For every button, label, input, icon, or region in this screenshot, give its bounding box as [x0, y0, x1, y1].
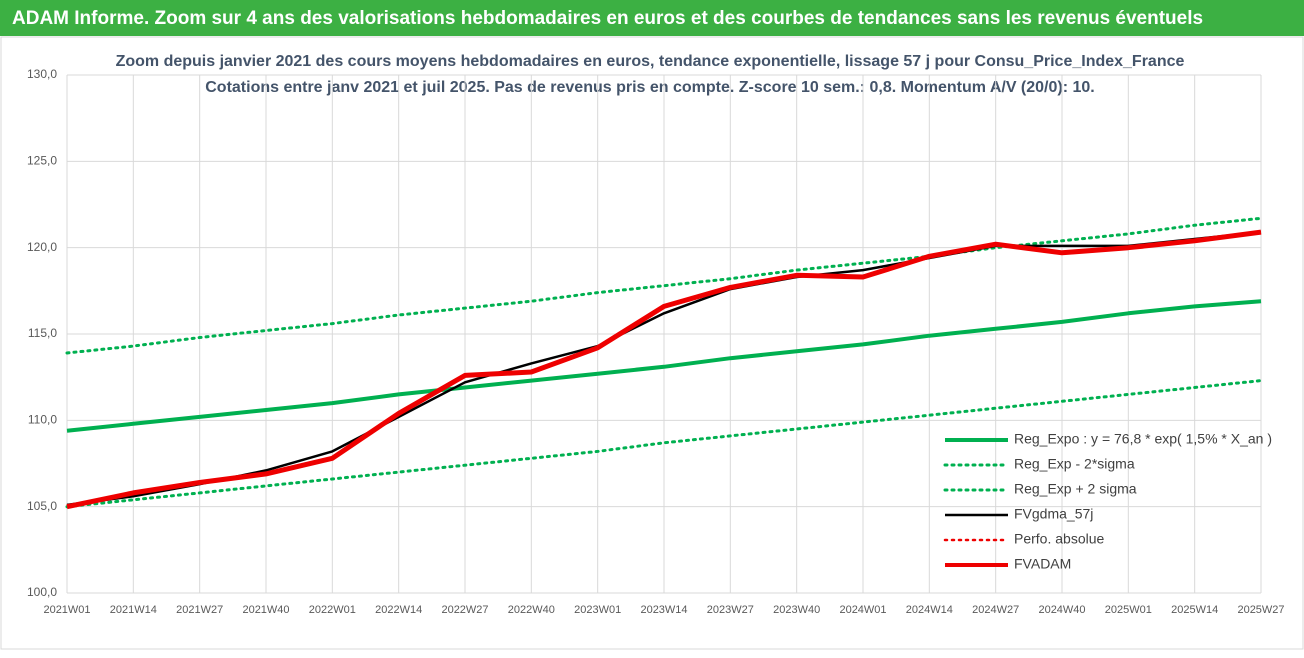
series-line: [66, 229, 1262, 510]
x-tick-label: 2025W01: [1105, 604, 1152, 616]
subtitle: Zoom depuis janvier 2021 des cours moyen…: [116, 53, 1185, 70]
y-tick-label: 105,0: [27, 499, 57, 513]
x-tick-label: 2024W27: [972, 604, 1019, 616]
x-tick-label: 2023W27: [707, 604, 754, 616]
subtitle: Cotations entre janv 2021 et juil 2025. …: [205, 79, 1095, 96]
chart-frame: [0, 36, 1304, 650]
y-tick-label: 130,0: [27, 67, 57, 81]
y-tick-label: 110,0: [28, 413, 57, 427]
x-tick-label: 2021W40: [242, 604, 289, 616]
legend-label: Reg_Expo : y = 76,8 * exp( 1,5% * X_an ): [1014, 431, 1272, 447]
x-tick-label: 2024W01: [839, 604, 886, 616]
x-tick-label: 2024W14: [906, 604, 953, 616]
y-tick-label: 120,0: [27, 240, 57, 254]
x-tick-label: 2023W01: [574, 604, 621, 616]
y-tick-label: 125,0: [27, 154, 57, 168]
x-tick-label: 2023W40: [773, 604, 820, 616]
x-tick-label: 2025W14: [1171, 604, 1218, 616]
x-tick-label: 2022W40: [508, 604, 555, 616]
x-tick-label: 2022W27: [441, 604, 488, 616]
x-tick-label: 2021W01: [43, 604, 90, 616]
chart-title: ADAM Informe. Zoom sur 4 ans des valoris…: [12, 8, 1203, 29]
legend-label: Perfo. absolue: [1014, 531, 1104, 547]
x-tick-label: 2021W14: [110, 604, 157, 616]
x-tick-label: 2025W27: [1237, 604, 1284, 616]
x-tick-label: 2022W14: [375, 604, 422, 616]
legend-label: FVADAM: [1014, 556, 1071, 572]
x-tick-label: 2023W14: [640, 604, 687, 616]
series-line: [65, 379, 1263, 509]
y-tick-label: 115,0: [28, 326, 57, 340]
title-bar: [0, 0, 1304, 36]
series-line: [66, 230, 1262, 507]
series-line: [65, 216, 1263, 355]
x-tick-label: 2024W40: [1038, 604, 1085, 616]
legend-label: FVgdma_57j: [1014, 506, 1093, 522]
x-tick-label: 2022W01: [309, 604, 356, 616]
x-tick-label: 2021W27: [176, 604, 223, 616]
legend-label: Reg_Exp + 2 sigma: [1014, 481, 1137, 497]
y-tick-label: 100,0: [27, 585, 57, 599]
legend-label: Reg_Exp - 2*sigma: [1014, 456, 1135, 472]
series-line: [66, 299, 1262, 433]
